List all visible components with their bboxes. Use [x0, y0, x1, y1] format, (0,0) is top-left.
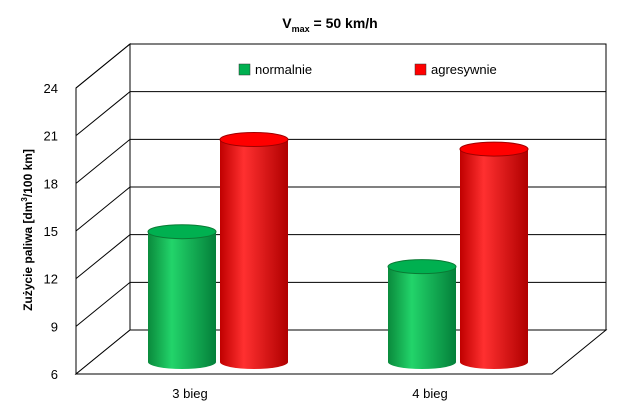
legend-swatch-agresywnie	[414, 63, 427, 76]
x-axis-ticks: 3 bieg 4 bieg	[172, 386, 447, 401]
bar-body	[148, 231, 216, 369]
gridline-side	[75, 186, 131, 232]
chart-title: Vmax = 50 km/h	[282, 15, 377, 34]
bar-body	[220, 139, 288, 369]
bar-body	[460, 149, 528, 369]
bars	[147, 132, 529, 369]
bar-body	[388, 266, 456, 369]
bar-agresywnie-4-bieg	[459, 141, 529, 369]
legend-label-normalnie: normalnie	[255, 62, 312, 77]
title-subscript: max	[292, 24, 310, 34]
gridline-side	[75, 91, 131, 137]
bar-top	[459, 141, 529, 157]
y-tick-label: 9	[51, 319, 58, 334]
y-axis-label-pre: Zużycie paliwa [dm	[21, 202, 35, 311]
x-tick-label: 4 bieg	[412, 386, 447, 401]
bar-top	[147, 224, 217, 240]
gridline-side	[75, 43, 131, 89]
gridline-side	[75, 234, 131, 280]
y-axis-label: Zużycie paliwa [dm3/100 km]	[20, 149, 35, 311]
y-tick-label: 21	[44, 129, 58, 144]
y-tick-label: 12	[44, 272, 58, 287]
legend-label-agresywnie: agresywnie	[431, 62, 497, 77]
y-tick-label: 15	[44, 224, 58, 239]
gridline-side	[75, 138, 131, 184]
legend: normalnie agresywnie	[238, 62, 497, 77]
bar-normalnie-4-bieg	[387, 259, 457, 369]
y-axis-ticks: 6 9 12 15 18 21 24	[44, 81, 58, 382]
y-tick-label: 24	[44, 81, 58, 96]
title-main: V	[282, 15, 292, 31]
x-tick-label: 3 bieg	[172, 386, 207, 401]
bar-top	[219, 132, 289, 148]
gridline-side	[75, 281, 131, 327]
bar-agresywnie-3-bieg	[219, 132, 289, 369]
bar-normalnie-3-bieg	[147, 224, 217, 369]
legend-swatch-normalnie	[238, 63, 251, 76]
y-axis-label-sup: 3	[20, 197, 29, 202]
y-tick-label: 6	[51, 367, 58, 382]
y-tick-label: 18	[44, 176, 58, 191]
bar-top	[387, 259, 457, 275]
y-axis-label-post: /100 km]	[21, 149, 35, 197]
title-rest: = 50 km/h	[310, 15, 378, 31]
